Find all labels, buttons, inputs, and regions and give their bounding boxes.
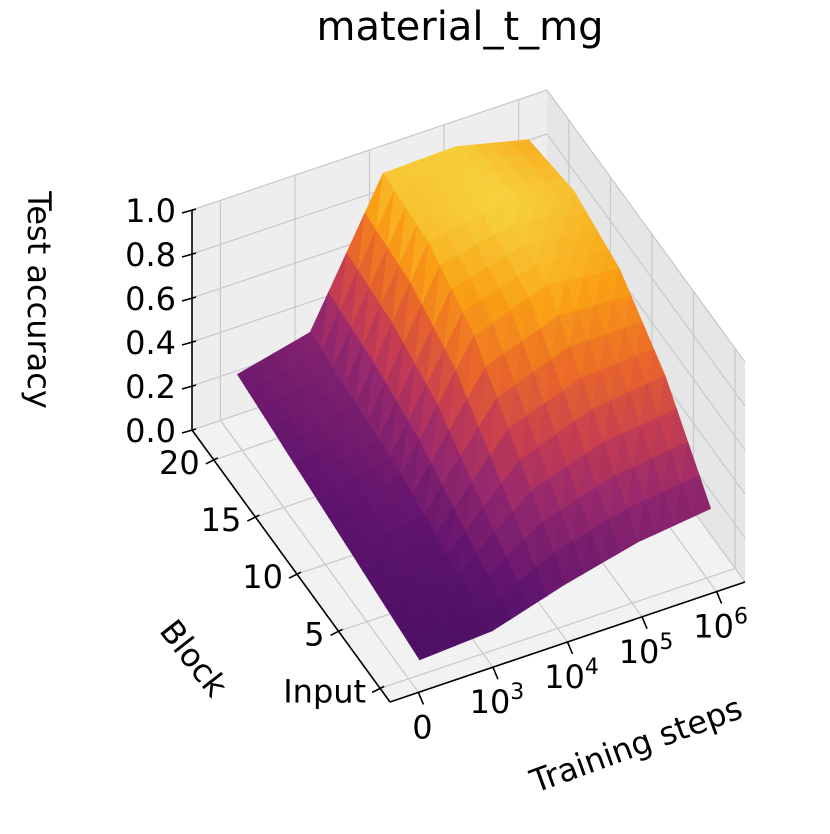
z-tick-label: 0.8 <box>125 236 176 274</box>
x-tick-label: 104 <box>544 655 599 696</box>
y-tick <box>371 685 385 694</box>
x-tick <box>715 591 723 604</box>
x-axis-label: Training steps <box>524 689 747 801</box>
surface-facet <box>692 475 712 518</box>
y-tick-label: Input <box>283 672 366 710</box>
surface-plot <box>236 139 712 661</box>
surface-facet <box>619 508 639 554</box>
surface-facet <box>637 500 657 543</box>
surface-facet <box>655 492 675 535</box>
surface-facet <box>546 552 566 597</box>
surface-facet <box>510 581 530 620</box>
surface-facet <box>564 540 584 585</box>
y-tick <box>247 514 260 522</box>
y-tick-label: 5 <box>304 615 324 653</box>
x-tick-label: 103 <box>470 680 525 721</box>
x-tick-label: 105 <box>619 630 674 671</box>
surface-facet <box>419 633 439 661</box>
z-grid-line <box>191 89 746 363</box>
z-tick-label: 0.0 <box>125 412 176 450</box>
x-tick <box>641 616 648 630</box>
x-tick-label: 0 <box>412 708 432 746</box>
surface-facet <box>601 519 621 564</box>
y-tick-label: 15 <box>201 501 242 539</box>
y-axis-line <box>191 429 391 703</box>
surface-facet <box>582 530 602 575</box>
y-tick <box>205 457 219 465</box>
surface-facet <box>491 596 511 632</box>
surface-facet <box>437 626 457 654</box>
x-tick <box>417 692 425 705</box>
y-axis-label: Block <box>152 612 236 704</box>
z-tick <box>181 252 197 258</box>
surface-facet <box>473 611 493 639</box>
x-tick <box>492 666 499 680</box>
z-tick-label: 0.4 <box>125 324 176 362</box>
z-tick-label: 0.6 <box>125 280 176 318</box>
x-tick <box>566 641 574 655</box>
z-tick <box>181 296 197 302</box>
x-grid-line <box>219 200 419 693</box>
y-tick <box>330 628 343 636</box>
y-tick-label: 20 <box>159 444 200 482</box>
z-tick <box>181 428 197 434</box>
z-tick-label: 0.2 <box>125 368 176 406</box>
z-tick <box>181 384 197 390</box>
surface-facet <box>673 483 693 526</box>
z-tick-label: 1.0 <box>125 192 176 230</box>
z-tick <box>181 340 197 346</box>
x-tick-label: 106 <box>693 605 748 646</box>
y-grid-line <box>379 348 736 689</box>
z-tick <box>181 208 197 214</box>
y-tick <box>288 571 302 579</box>
surface-facet <box>528 566 548 609</box>
surface-facet <box>455 618 475 646</box>
chart-title: material_t_mg <box>317 4 604 50</box>
y-tick-label: 10 <box>242 558 283 596</box>
z-axis-label: Test accuracy <box>20 190 58 409</box>
z-grid-line <box>191 133 746 407</box>
